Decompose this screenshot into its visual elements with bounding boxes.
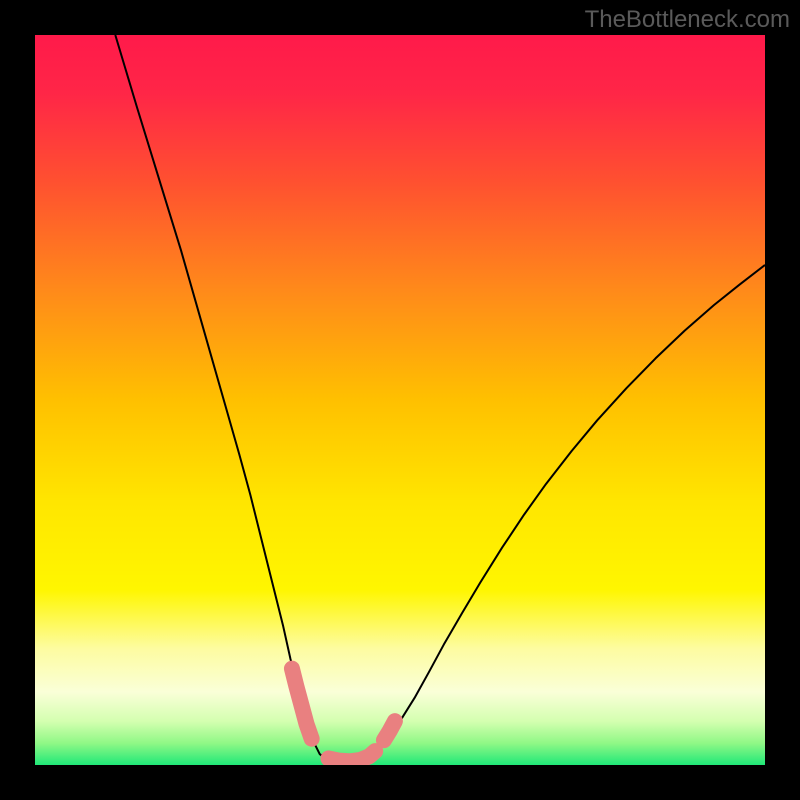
- marker-segment-2: [384, 721, 395, 740]
- gradient-background: [35, 35, 765, 765]
- plot-area: [35, 35, 765, 765]
- chart-svg: [35, 35, 765, 765]
- outer-frame: TheBottleneck.com: [0, 0, 800, 800]
- watermark-text: TheBottleneck.com: [585, 6, 790, 34]
